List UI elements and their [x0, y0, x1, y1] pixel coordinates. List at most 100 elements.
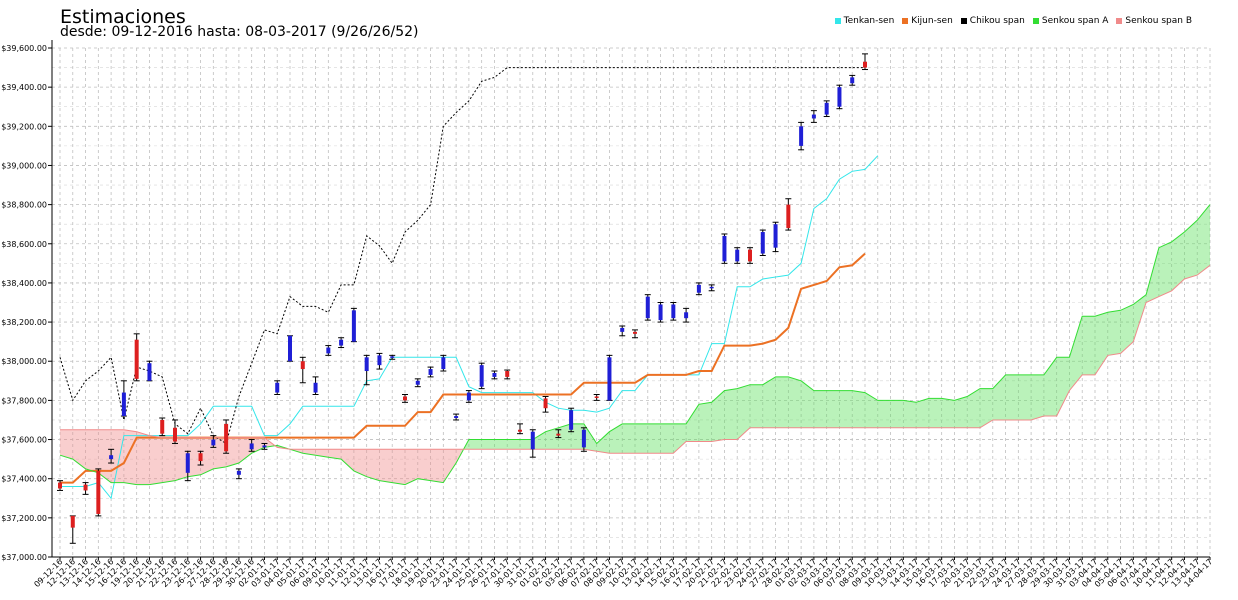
candle-body	[479, 365, 484, 387]
legend-swatch-tenkan-sen	[834, 18, 841, 24]
cloud-segment	[468, 439, 482, 450]
cloud-segment	[60, 429, 73, 460]
legend-swatch-kijun-sen	[902, 18, 909, 24]
candle-body	[837, 87, 842, 107]
cloud-segment	[238, 437, 252, 464]
y-tick-label: $37,400.00	[1, 475, 47, 484]
cloud-segment	[366, 449, 380, 481]
candle	[414, 378, 421, 388]
candle	[69, 515, 76, 544]
legend-item-tenkan-sen[interactable]: Tenkan-sen	[834, 16, 895, 26]
cloud-segment	[1146, 247, 1159, 303]
candle-body	[70, 515, 75, 528]
cloud-segment	[1005, 374, 1019, 420]
cloud-segment	[992, 374, 1006, 420]
candle-body	[339, 339, 344, 346]
cloud-segment	[1120, 304, 1134, 354]
candle	[772, 221, 779, 253]
cloud-segment	[200, 437, 214, 475]
cloud-segment	[711, 390, 725, 442]
legend: Tenkan-sen Kijun-sen Chikou span Senkou …	[834, 16, 1192, 26]
candle-body	[620, 327, 625, 332]
series-line-tenkan-sen	[60, 155, 879, 500]
legend-swatch-senkou-span-b	[1116, 18, 1123, 24]
candle	[465, 390, 472, 403]
candle-body	[824, 102, 829, 115]
cloud-segment	[609, 423, 623, 454]
y-tick-label: $37,000.00	[1, 553, 47, 562]
candle-body	[326, 347, 331, 354]
candle	[823, 100, 830, 118]
candle	[810, 110, 817, 123]
cloud-segment	[852, 390, 865, 428]
candle	[376, 352, 383, 370]
candle-body	[786, 204, 791, 229]
candle	[593, 394, 600, 401]
candle	[478, 362, 485, 390]
cloud-segment	[175, 437, 188, 481]
cloud-segment	[737, 384, 750, 440]
cloud-segment	[251, 437, 265, 454]
candle-body	[185, 453, 190, 473]
candle-body	[684, 312, 689, 319]
cloud-segment	[1056, 357, 1070, 417]
candle	[338, 337, 345, 349]
legend-item-chikou-span[interactable]: Chikou span	[960, 16, 1025, 26]
candle	[695, 282, 702, 296]
candle	[747, 247, 753, 264]
y-tick-label: $39,000.00	[1, 161, 47, 170]
candle	[95, 468, 102, 517]
candle-body	[556, 433, 561, 436]
cloud-segment	[187, 437, 201, 477]
legend-label-kijun-sen: Kijun-sen	[911, 16, 953, 26]
candle-body	[505, 371, 510, 377]
candle-body	[709, 286, 714, 289]
cloud-segment	[903, 400, 917, 428]
cloud-segment	[417, 449, 431, 481]
candle	[427, 366, 434, 378]
candle-body	[249, 443, 254, 450]
candle-body	[173, 427, 177, 442]
candle	[529, 429, 536, 458]
candle-body	[83, 484, 88, 491]
cloud-segment	[1095, 312, 1108, 375]
candle-body	[594, 396, 599, 398]
candle-body	[428, 369, 433, 375]
y-tick-label: $38,200.00	[1, 318, 47, 327]
legend-item-kijun-sen[interactable]: Kijun-sen	[902, 16, 953, 26]
candle	[146, 360, 153, 382]
legend-label-tenkan-sen: Tenkan-sen	[843, 16, 895, 26]
cloud-segment	[801, 380, 814, 428]
y-tick-label: $39,400.00	[1, 83, 47, 92]
candle	[517, 423, 523, 435]
candle-body	[288, 335, 292, 362]
candle	[785, 198, 792, 231]
cloud-segment	[877, 400, 891, 428]
cloud-segment	[928, 398, 942, 428]
legend-item-senkou-span-a[interactable]: Senkou span A	[1032, 16, 1108, 26]
cloud-segment	[98, 429, 112, 483]
y-tick-label: $39,200.00	[1, 122, 47, 131]
candle	[57, 480, 63, 491]
candle-body	[351, 310, 356, 342]
cloud-segment	[890, 400, 904, 428]
cloud-segment	[941, 398, 955, 428]
candle	[184, 450, 191, 482]
cloud-segment	[1158, 241, 1172, 297]
cloud-segment	[1018, 374, 1032, 420]
candle	[402, 394, 408, 403]
candle-body	[645, 296, 650, 319]
cloud-segment	[660, 423, 674, 454]
candle-body	[696, 284, 701, 293]
candle-body	[492, 372, 497, 377]
lines-layer	[59, 67, 1211, 500]
candle	[836, 84, 843, 110]
candle	[798, 121, 805, 151]
candle-body	[850, 77, 855, 84]
legend-label-senkou-span-b: Senkou span B	[1125, 16, 1192, 26]
legend-item-senkou-span-b[interactable]: Senkou span B	[1116, 16, 1192, 26]
candles-layer	[57, 53, 868, 544]
candle	[708, 284, 715, 292]
candle-body	[658, 304, 663, 321]
